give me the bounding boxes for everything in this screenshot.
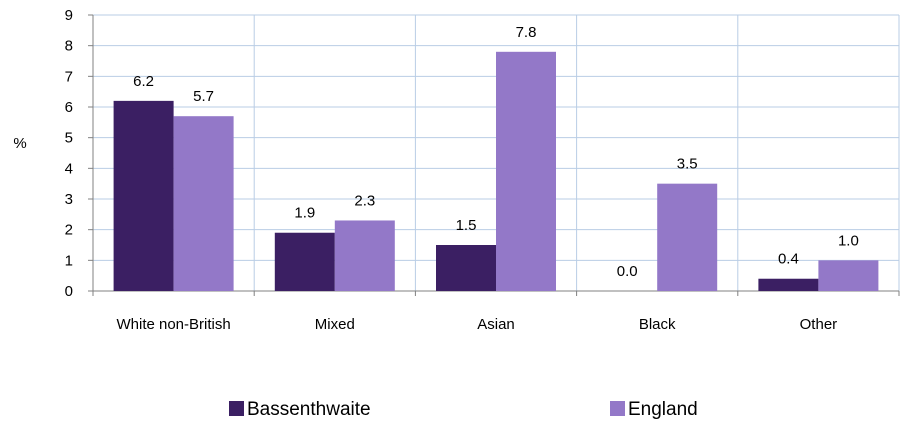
y-axis-ticks: 0 1 2 3 4 5 6 7 8 9 (65, 7, 73, 300)
bar-bassenthwaite (113, 100, 174, 291)
data-labels: 6.2 5.7 1.9 2.3 1.5 7.8 0.0 3.5 0.4 1.0 (133, 24, 859, 280)
x-category-label: White non-British (116, 316, 230, 333)
data-label: 7.8 (516, 24, 537, 41)
bar-bassenthwaite (274, 232, 335, 291)
x-category-label: Black (639, 316, 676, 333)
data-label: 1.5 (456, 217, 477, 234)
legend: Bassenthwaite England (229, 399, 698, 420)
y-tick-label: 9 (65, 7, 73, 24)
bar-england (173, 116, 234, 291)
legend-swatch (610, 401, 625, 416)
bar-bassenthwaite (758, 278, 819, 291)
data-label: 1.9 (294, 205, 315, 222)
y-tick-label: 8 (65, 38, 73, 55)
data-label: 1.0 (838, 232, 859, 249)
y-tick-label: 0 (65, 283, 73, 300)
x-axis-categories: White non-British Mixed Asian Black Other (116, 316, 837, 333)
data-label: 0.0 (617, 263, 638, 280)
data-label: 2.3 (354, 192, 375, 209)
data-label: 3.5 (677, 156, 698, 173)
x-category-label: Other (800, 316, 838, 333)
bar-england (496, 51, 556, 291)
data-label: 5.7 (193, 88, 214, 105)
y-tick-label: 1 (65, 252, 73, 269)
y-tick-label: 5 (65, 130, 73, 147)
y-tick-label: 2 (65, 222, 73, 239)
data-label: 0.4 (778, 251, 799, 268)
x-category-label: Mixed (315, 316, 355, 333)
data-label: 6.2 (133, 73, 154, 90)
legend-label: England (628, 399, 698, 420)
bar-bassenthwaite (436, 245, 496, 291)
y-tick-label: 7 (65, 68, 73, 85)
y-axis-label: % (13, 135, 26, 152)
bar-england (657, 183, 718, 291)
bar-england (818, 260, 879, 291)
y-tick-label: 6 (65, 99, 73, 116)
bar-england (334, 220, 395, 291)
y-tick-label: 3 (65, 191, 73, 208)
y-tick-label: 4 (65, 160, 73, 177)
bars (113, 51, 879, 291)
legend-label: Bassenthwaite (247, 399, 371, 420)
legend-swatch (229, 401, 244, 416)
x-category-label: Asian (477, 316, 515, 333)
